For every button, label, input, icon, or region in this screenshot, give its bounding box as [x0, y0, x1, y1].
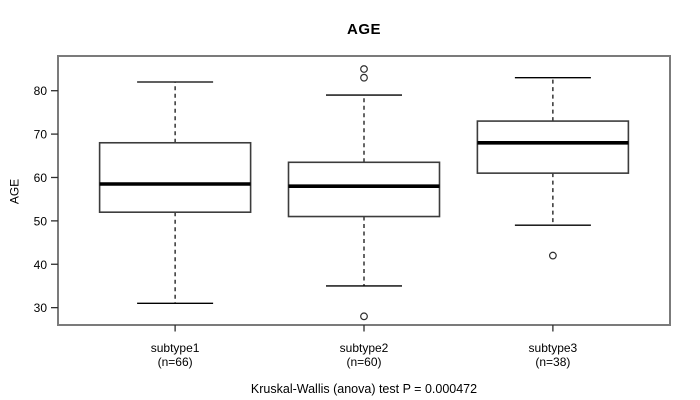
y-tick-label: 50 [34, 214, 48, 228]
y-tick-label: 70 [34, 128, 48, 142]
x-count-label: (n=60) [346, 355, 381, 369]
x-count-label: (n=38) [535, 355, 570, 369]
y-tick-label: 40 [34, 258, 48, 272]
outlier-point [360, 65, 368, 73]
iqr-box [476, 120, 630, 174]
iqr-box [98, 141, 252, 213]
y-tick-label: 60 [34, 171, 48, 185]
y-tick-label: 30 [34, 301, 48, 315]
box-group-subtype3: subtype3(n=38) [476, 77, 630, 369]
box-group-subtype1: subtype1(n=66) [98, 81, 252, 369]
x-category-label: subtype2 [340, 341, 389, 355]
outlier-point [548, 251, 557, 260]
stat-test-caption: Kruskal-Wallis (anova) test P = 0.000472 [250, 382, 478, 396]
iqr-box [287, 161, 441, 218]
outlier-point [360, 73, 368, 82]
outlier-point [360, 312, 368, 321]
x-count-label: (n=66) [158, 355, 193, 369]
x-category-label: subtype3 [529, 341, 578, 355]
y-tick-label: 80 [34, 84, 48, 98]
box-group-subtype2: subtype2(n=60) [287, 65, 441, 369]
x-category-label: subtype1 [151, 341, 200, 355]
chart-title: AGE [346, 21, 381, 38]
